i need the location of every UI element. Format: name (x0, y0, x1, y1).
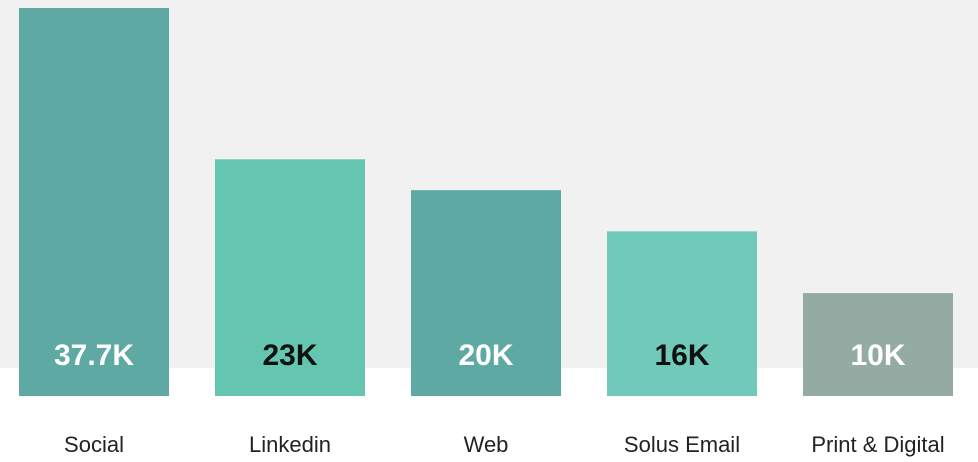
value-labels-group: 37.7K 23K 20K 16K 10K (54, 339, 906, 372)
bar-linkedin (215, 159, 365, 396)
bar-social (19, 8, 169, 396)
category-label-linkedin: Linkedin (249, 432, 331, 457)
category-labels-group: Social Linkedin Web Solus Email Print & Digi… (64, 432, 945, 457)
bar-print-digital (803, 293, 953, 396)
category-label-solus-email: Solus Email (624, 432, 740, 457)
category-label-social: Social (64, 432, 124, 457)
bars-group (19, 8, 953, 396)
value-label-web: 20K (458, 339, 513, 372)
value-label-print-digital: 10K (850, 339, 905, 372)
value-label-linkedin: 23K (262, 339, 317, 372)
value-label-social: 37.7K (54, 339, 134, 372)
bar-web (411, 190, 561, 396)
bar-solus-email (607, 231, 757, 396)
value-label-solus-email: 16K (654, 339, 709, 372)
category-label-web: Web (464, 432, 509, 457)
category-label-print-digital: Print & Digital (811, 432, 944, 457)
